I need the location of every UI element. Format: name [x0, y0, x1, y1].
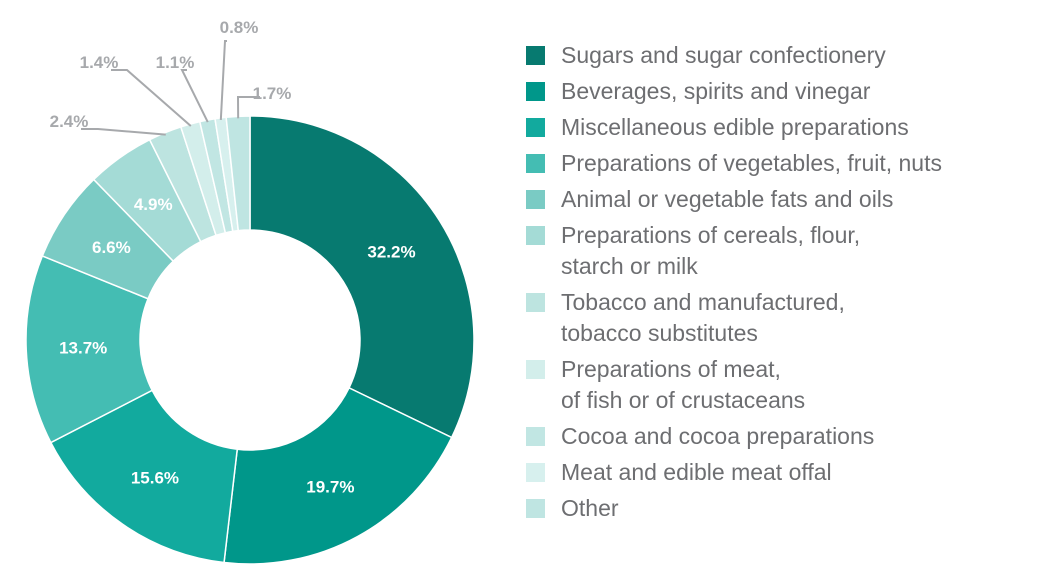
legend-label: Miscellaneous edible preparations [561, 114, 909, 140]
chart-legend: Sugars and sugar confectionery Beverages,… [526, 40, 1031, 529]
legend-item: Preparations of meat, of fish or of crus… [526, 354, 1031, 416]
legend-label: Preparations of meat, of fish or of crus… [561, 356, 806, 413]
legend-swatch [526, 46, 545, 65]
donut-slice-2 [223, 386, 453, 565]
legend-item: Tobacco and manufactured, tobacco substi… [526, 287, 1031, 349]
leader-line [219, 40, 227, 120]
legend-item: Cocoa and cocoa preparations [526, 421, 1031, 452]
legend-item: Miscellaneous edible preparations [526, 112, 1031, 143]
legend-swatch [526, 427, 545, 446]
leader-line [111, 69, 192, 127]
slice-value-label: 0.8% [220, 18, 259, 37]
leader-line [81, 128, 166, 136]
legend-item: Meat and edible meat offal [526, 457, 1031, 488]
legend-swatch [526, 226, 545, 245]
donut-chart: 32.2% 19.7% 15.6% 13.7% 6.6% 4.9% 2.4% 1.4% 1.1%… [25, 18, 475, 565]
legend-label: Other [561, 495, 619, 521]
leader-line [180, 69, 209, 123]
legend-item: Other [526, 493, 1031, 524]
legend-swatch [526, 154, 545, 173]
legend-swatch [526, 82, 545, 101]
legend-label: Sugars and sugar confectionery [561, 42, 886, 68]
legend-label: Preparations of vegetables, fruit, nuts [561, 150, 942, 176]
legend-item: Preparations of cereals, flour, starch o… [526, 220, 1031, 282]
slice-value-label: 32.2% [367, 242, 415, 261]
legend-swatch [526, 293, 545, 312]
donut-slice-4 [25, 255, 154, 444]
slice-value-label: 15.6% [131, 468, 179, 487]
legend-label: Beverages, spirits and vinegar [561, 78, 871, 104]
slice-value-label: 1.1% [156, 53, 195, 72]
legend-swatch [526, 499, 545, 518]
legend-label: Meat and edible meat offal [561, 459, 832, 485]
slice-value-label: 2.4% [50, 112, 89, 131]
donut-slice-1 [249, 115, 475, 439]
legend-label: Tobacco and manufactured, tobacco substi… [561, 289, 845, 346]
legend-label: Preparations of cereals, flour, starch o… [561, 222, 861, 279]
legend-item: Preparations of vegetables, fruit, nuts [526, 148, 1031, 179]
slice-value-label: 1.7% [253, 84, 292, 103]
legend-swatch [526, 360, 545, 379]
legend-swatch [526, 118, 545, 137]
legend-item: Beverages, spirits and vinegar [526, 76, 1031, 107]
legend-item: Sugars and sugar confectionery [526, 40, 1031, 71]
legend-swatch [526, 463, 545, 482]
legend-label: Animal or vegetable fats and oils [561, 186, 894, 212]
legend-swatch [526, 190, 545, 209]
donut-slice-11 [225, 115, 251, 232]
slice-value-label: 1.4% [80, 53, 119, 72]
slice-value-label: 19.7% [306, 477, 354, 496]
leader-line [236, 96, 260, 119]
slice-value-label: 13.7% [59, 339, 107, 358]
slice-value-label: 6.6% [92, 238, 131, 257]
legend-item: Animal or vegetable fats and oils [526, 184, 1031, 215]
slice-value-label: 4.9% [134, 195, 173, 214]
legend-label: Cocoa and cocoa preparations [561, 423, 875, 449]
donut-slice-3 [49, 389, 239, 564]
